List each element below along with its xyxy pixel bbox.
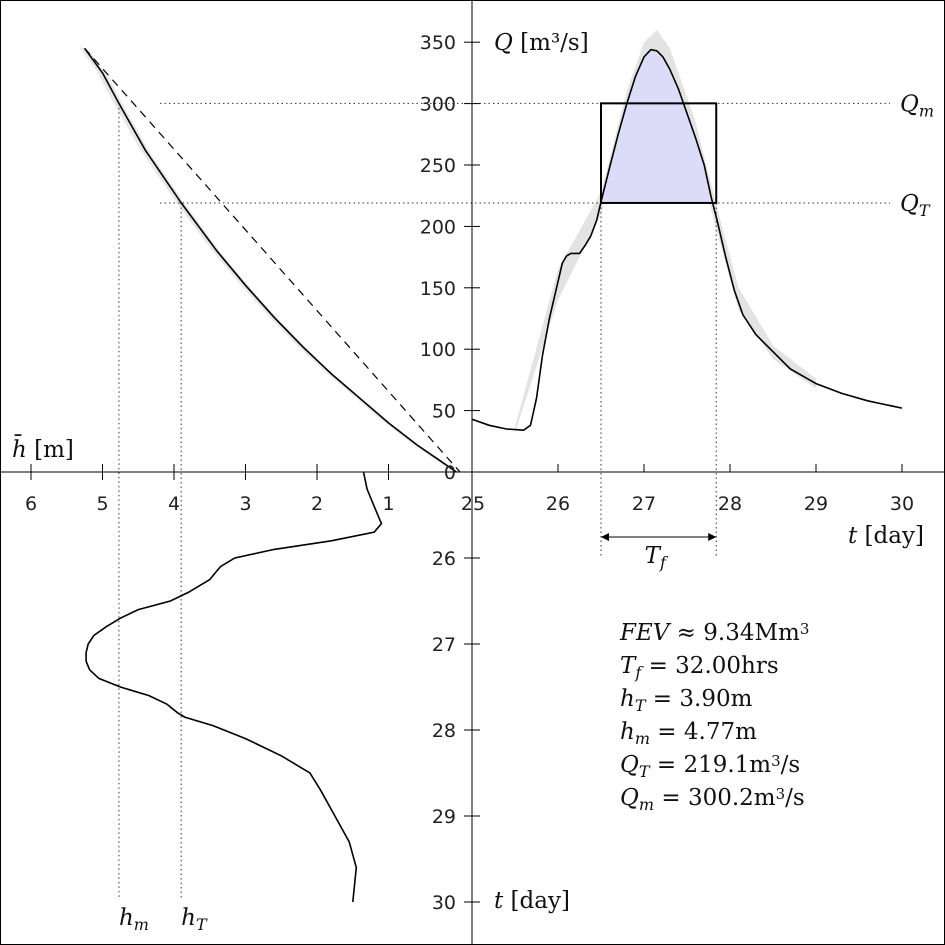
rating-curve-line [83,47,457,473]
hydrograph-y-tick-label: 250 [420,155,456,177]
stage-time-tick-label: 27 [432,634,456,656]
stage-x-tick-label: 6 [25,493,37,515]
stage-series-line [85,471,383,903]
stage-time-tick-label: 28 [432,720,456,742]
hydrograph-x-tick-label: 30 [890,493,914,515]
annotation-hm: hm = 4.77m [620,719,757,748]
threshold-label: Qm [900,91,934,120]
stage-time-tick-label: 26 [432,548,456,570]
stage-x-tick-label: 3 [239,493,251,515]
hydrograph-y-tick-label: 50 [432,401,456,423]
stage-x-axis-label: h̄ [m] [12,435,74,463]
annotation-qt: QT = 219.1m3/s [620,752,800,781]
guide-lines-layer [118,102,890,900]
stage-x-tick-label: 2 [311,493,323,515]
duration-label: Tf [645,543,669,572]
hydrograph-y-tick-label: 0 [444,462,456,484]
hydrograph-y-tick-label: 350 [420,32,456,54]
hydrograph-line [471,48,903,432]
hydrograph-y-tick-label: 150 [420,278,456,300]
stage-time-tick-label: 29 [432,806,456,828]
hydrograph-x-axis-label: t [day] [848,523,924,549]
hydrograph-x-tick-label: 26 [546,493,570,515]
hydrograph-x-tick-label: 25 [461,493,485,515]
hydrograph-y-tick-label: 200 [420,216,456,238]
hydrograph-x-tick-label: 28 [718,493,742,515]
stage-x-tick-label: 1 [382,493,394,515]
annotation-fev: FEV ≈ 9.34Mm3 [619,620,809,646]
stage-x-tick-label: 4 [168,493,180,515]
stage-marker-label: hm [119,905,149,934]
threshold-label: QT [900,191,931,220]
linear-reference-line [84,47,461,473]
hydrograph-x-tick-label: 27 [632,493,656,515]
hydrograph-y-tick-label: 100 [420,339,456,361]
annotation-qm: Qm = 300.2m3/s [620,785,805,814]
annotation-tf: Tf = 32.00hrs [620,653,779,682]
stage-time-tick-label: 30 [432,892,456,914]
flood-volume-fill [601,49,717,203]
curves-layer [83,47,903,903]
annotation-ht: hT = 3.90m [620,686,753,715]
confidence-band-layer [78,29,816,476]
rating-curve-band [78,46,462,476]
stage-marker-label: hT [181,905,208,934]
stage-time-axis-label: t [day] [494,888,570,914]
hydrograph-x-tick-label: 29 [804,493,828,515]
hydrograph-y-tick-label: 300 [420,94,456,116]
hydrograph-y-axis-label: Q [m³/s] [494,30,589,56]
stage-x-tick-label: 5 [96,493,108,515]
flood-window-box [600,102,718,204]
